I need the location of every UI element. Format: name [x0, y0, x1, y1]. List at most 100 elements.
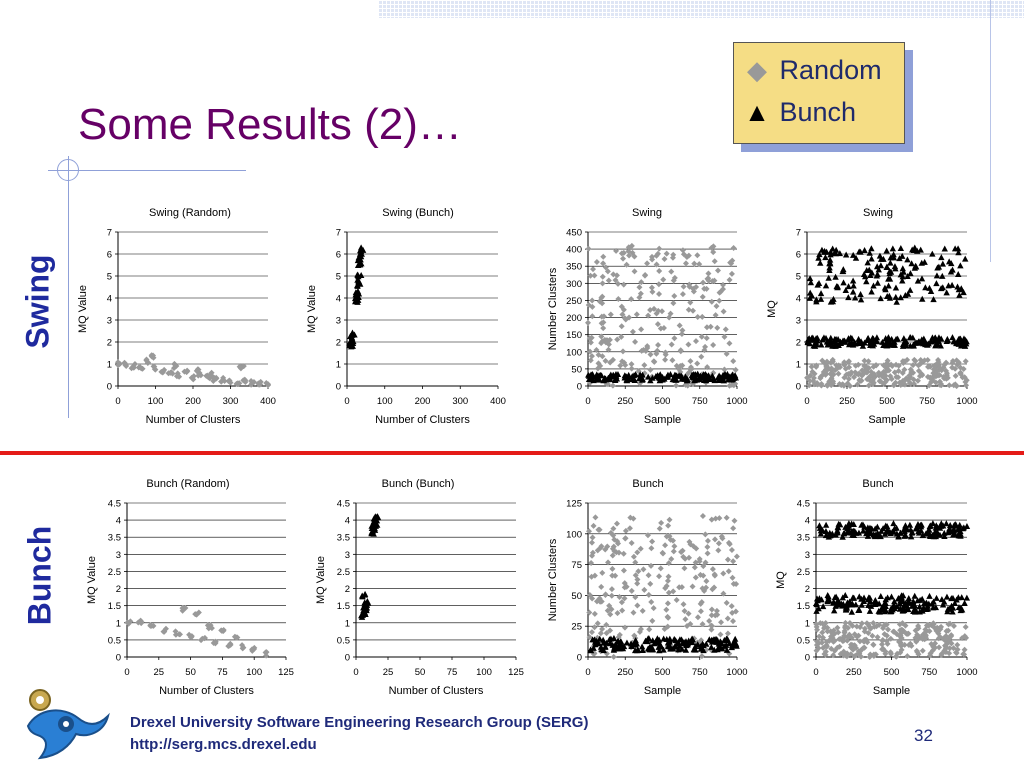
data-point [655, 342, 662, 349]
data-point [892, 293, 899, 300]
data-point [923, 530, 931, 537]
data-point [711, 572, 718, 579]
y-tick-label: 4 [805, 516, 810, 527]
data-point [813, 601, 820, 608]
data-point [896, 255, 903, 262]
data-point [594, 372, 601, 379]
data-point [659, 308, 666, 315]
data-point [633, 311, 640, 318]
data-point [730, 244, 737, 251]
data-point [671, 376, 678, 383]
footer-url[interactable]: http://serg.mcs.drexel.edu [130, 736, 317, 753]
data-point [963, 382, 970, 389]
data-point [598, 543, 605, 550]
data-point [806, 340, 813, 347]
data-point [684, 382, 691, 389]
data-point [826, 260, 833, 267]
data-point [694, 614, 701, 621]
data-point [939, 272, 946, 279]
data-point [963, 377, 970, 384]
data-point [868, 530, 875, 537]
y-tick-label: 350 [566, 262, 582, 273]
data-point [926, 592, 933, 599]
data-point [884, 357, 891, 364]
x-axis-label: Number of Clusters [375, 414, 470, 426]
data-point [871, 532, 879, 539]
data-point [875, 266, 882, 273]
data-point [897, 529, 904, 536]
data-point [849, 251, 857, 258]
data-point [615, 295, 622, 302]
data-point [655, 307, 662, 314]
data-point [887, 635, 894, 642]
data-point [817, 375, 824, 382]
data-point [844, 599, 851, 606]
data-point [720, 308, 727, 315]
data-point [960, 289, 967, 296]
data-point [902, 342, 910, 349]
data-point [863, 278, 870, 285]
data-point [952, 381, 959, 388]
data-point [613, 272, 620, 279]
x-tick-label: 1000 [956, 396, 977, 407]
y-tick-label: 100 [566, 347, 582, 358]
y-tick-label: 100 [566, 529, 582, 540]
data-point [628, 361, 635, 368]
data-point [631, 376, 638, 383]
data-point [593, 258, 600, 265]
data-point [733, 553, 740, 560]
y-tick-label: 0.5 [797, 635, 810, 646]
data-point [685, 252, 692, 259]
data-point [946, 650, 953, 657]
x-tick-label: 0 [344, 396, 349, 407]
x-axis-label: Number of Clusters [146, 414, 241, 426]
data-point [869, 632, 876, 639]
chart-8: 0 0.5 1 1.5 2 2.5 3 3.5 4 4.5 0 250 500 750 1000 Bunch S… [775, 478, 978, 697]
data-point [605, 346, 612, 353]
data-point [818, 341, 825, 348]
data-point [824, 628, 831, 635]
data-point [919, 633, 926, 640]
y-tick-label: 1 [107, 360, 112, 371]
data-point [602, 357, 609, 364]
data-point [943, 628, 950, 635]
data-point [821, 248, 828, 255]
data-point [838, 602, 846, 609]
data-point [899, 606, 907, 613]
data-point [611, 376, 619, 383]
x-tick-label: 0 [353, 667, 358, 678]
data-point [806, 382, 813, 389]
data-point [946, 382, 953, 389]
data-point [714, 267, 721, 274]
y-tick-label: 4 [796, 294, 801, 305]
data-point [730, 525, 737, 532]
x-tick-label: 25 [154, 667, 165, 678]
data-point [611, 536, 618, 543]
data-point [604, 607, 611, 614]
data-point [589, 534, 596, 541]
data-point [830, 607, 838, 614]
data-point [587, 646, 594, 653]
data-point [805, 335, 813, 342]
data-point [673, 382, 680, 389]
data-point [858, 521, 865, 528]
data-point [690, 543, 697, 550]
data-point [935, 263, 943, 270]
data-point [723, 599, 730, 606]
data-point [943, 367, 950, 374]
data-point [591, 572, 598, 579]
data-point [905, 597, 912, 604]
data-point [816, 595, 823, 602]
data-point [821, 625, 828, 632]
data-point [195, 366, 202, 373]
data-point [160, 628, 167, 635]
data-point [653, 252, 660, 259]
x-tick-label: 1000 [956, 667, 977, 678]
data-point [874, 634, 881, 641]
data-point [955, 359, 962, 366]
data-point [933, 272, 941, 279]
data-point [914, 377, 921, 384]
data-point [634, 549, 641, 556]
data-point [898, 380, 905, 387]
data-point [648, 284, 655, 291]
